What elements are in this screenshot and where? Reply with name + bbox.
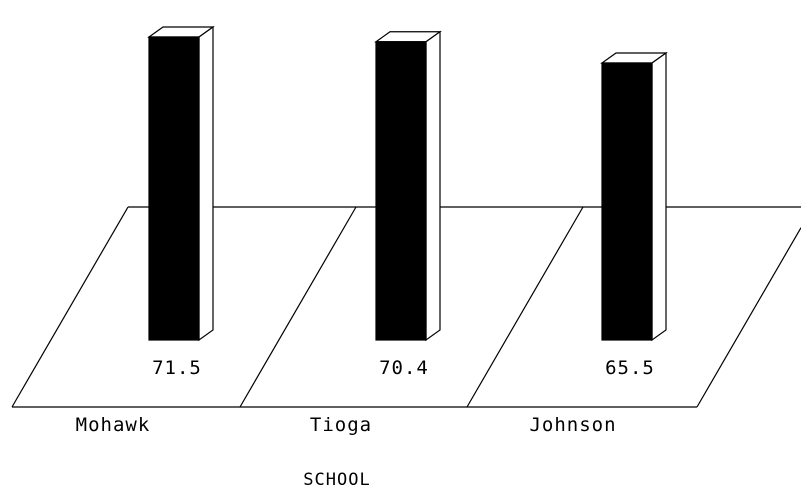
bar-side-mohawk	[198, 25, 214, 342]
value-label-johnson: 65.5	[605, 357, 655, 379]
bar-mohawk	[148, 36, 200, 341]
category-label-tioga: Tioga	[310, 414, 372, 436]
floor-divider-1	[239, 206, 357, 408]
category-label-mohawk: Mohawk	[76, 414, 151, 436]
bars-group	[147, 25, 668, 342]
value-label-mohawk: 71.5	[152, 357, 202, 379]
chart-floor	[11, 206, 801, 408]
floor-divider-0	[11, 206, 129, 408]
category-label-johnson: Johnson	[529, 414, 616, 436]
value-label-tioga: 70.4	[379, 357, 429, 379]
bar-johnson	[601, 62, 653, 341]
floor-divider-2	[466, 206, 584, 408]
bar-side-tioga	[425, 30, 441, 342]
x-axis-title: SCHOOL	[303, 470, 370, 490]
labels-group: 71.5 Mohawk 70.4 Tioga 65.5 Johnson	[76, 357, 655, 436]
bar-side-johnson	[651, 51, 667, 342]
floor-divider-3	[696, 227, 801, 408]
bar-tioga	[375, 41, 427, 341]
